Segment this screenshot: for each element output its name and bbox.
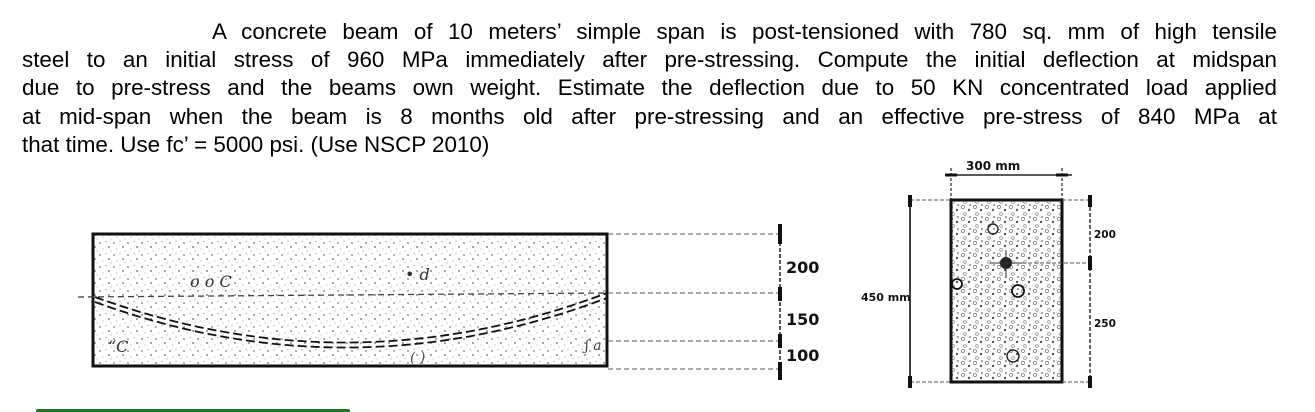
dim-250-section-label: 250 (1094, 318, 1116, 330)
elevation-dimensions: 200 150 100 (608, 224, 819, 380)
height-450mm-label: 450 mm (861, 291, 911, 304)
beam-elevation: o o C • d “C ( ) ʃ a (77, 232, 609, 368)
dim-150-label: 150 (786, 310, 819, 329)
svg-text:o o C: o o C (190, 272, 232, 291)
beam-cross-section: 300 mm 450 mm 200 250 (861, 159, 1116, 388)
problem-line-3: due to pre-stress and the beams own weig… (22, 75, 1277, 101)
svg-text:• d: • d (405, 265, 430, 284)
green-divider (36, 409, 350, 412)
width-300mm-label: 300 mm (966, 159, 1020, 173)
problem-line-2: steel to an initial stress of 960 MPa im… (22, 47, 1277, 73)
problem-line-5: that time. Use fc’ = 5000 psi. (Use NSCP… (22, 131, 490, 157)
dim-100-label: 100 (786, 346, 819, 365)
svg-text:( ): ( ) (410, 350, 425, 366)
problem-statement: A concrete beam of 10 meters’ simple spa… (22, 18, 1277, 159)
svg-text:“C: “C (108, 337, 128, 356)
problem-line-1: A concrete beam of 10 meters’ simple spa… (212, 19, 1277, 44)
dim-200-label: 200 (786, 258, 819, 277)
problem-line-4: at mid-span when the beam is 8 months ol… (22, 103, 1277, 129)
dim-200-section-label: 200 (1094, 229, 1116, 241)
svg-text:ʃ a: ʃ a (582, 338, 602, 354)
